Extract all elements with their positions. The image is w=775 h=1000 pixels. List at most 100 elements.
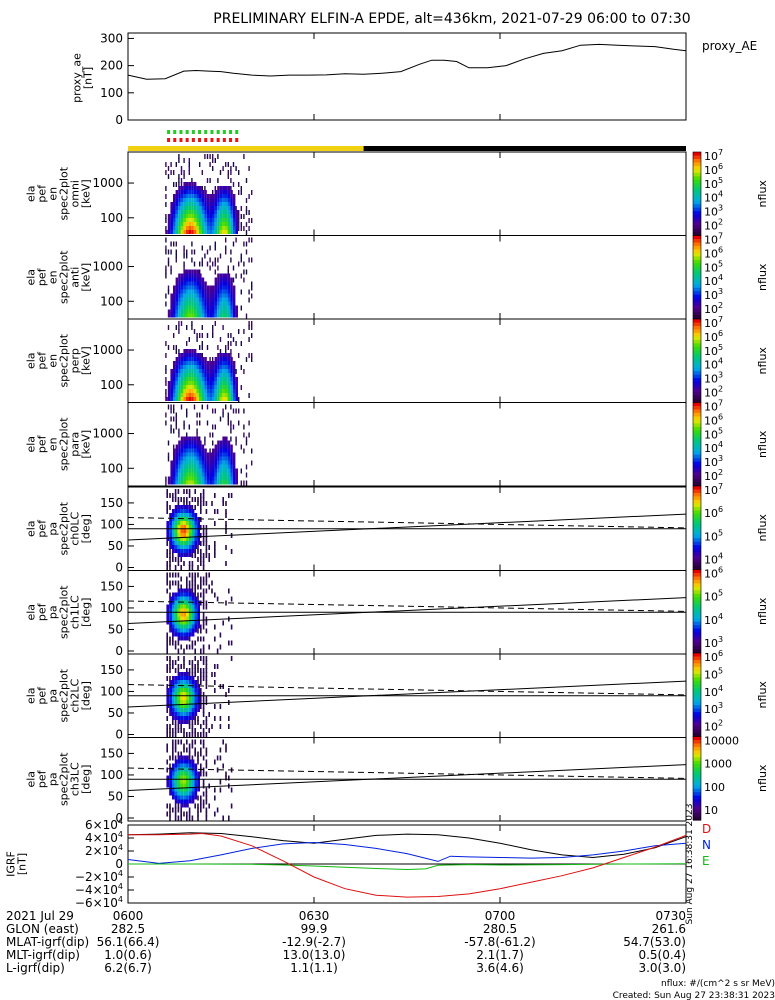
pa-cell (177, 537, 181, 541)
colorbar-step (693, 586, 701, 591)
spectrogram-cell (204, 214, 207, 218)
sparse-count-cell (243, 329, 245, 334)
sparse-count-cell (245, 222, 248, 227)
pa-sparse-cell (205, 501, 208, 506)
pa-cell (188, 533, 192, 537)
energy-panel-ylabel-line: pef (36, 267, 49, 286)
pa-cell (194, 692, 198, 696)
spectrogram-cell (178, 393, 181, 397)
energy-panel-ylabel-line: [keV] (80, 346, 93, 375)
colorbar-step (693, 249, 701, 254)
pa-sparse-cell (205, 807, 208, 813)
spectrogram-cell (230, 222, 233, 226)
pa-cell (186, 549, 189, 553)
sparse-count-cell (204, 253, 206, 259)
pa-sparse-cell (166, 648, 168, 654)
colorbar-step (693, 559, 701, 564)
spectrogram-cell (222, 369, 225, 373)
spectrogram-cell (201, 305, 205, 310)
pa-cell (191, 696, 195, 700)
spectrogram-cell (175, 309, 179, 314)
pa-sparse-cell (166, 684, 168, 689)
pa-sparse-cell (197, 592, 199, 598)
pa-cell (183, 696, 186, 700)
colorbar-tick-label: 105 (704, 259, 723, 274)
spectrogram-cell (178, 365, 181, 369)
pa-sparse-cell (214, 664, 216, 669)
pa-cell (166, 688, 170, 692)
spectrogram-cell (175, 361, 179, 365)
pa-cell (172, 513, 175, 517)
pa-cell (180, 704, 184, 708)
sparse-count-cell (243, 369, 245, 374)
spectrogram-cell (235, 393, 238, 397)
pa-cell (191, 592, 195, 597)
sparse-count-cell (243, 480, 245, 486)
spectrogram-cell (186, 277, 189, 282)
colorbar-tick-label: 106 (704, 566, 723, 581)
sparse-count-cell (248, 194, 250, 199)
pa-sparse-cell (197, 751, 199, 757)
spectrogram-cell (217, 289, 220, 294)
sparse-count-cell (165, 377, 167, 382)
pa-sparse-cell (197, 668, 199, 673)
pa-cell (183, 521, 186, 525)
pa-cell (183, 692, 186, 696)
sparse-count-cell (199, 345, 201, 350)
spectrogram-cell (173, 202, 176, 206)
pa-sparse-cell (197, 795, 199, 801)
spectrogram-cell (217, 448, 220, 453)
pa-cell (194, 787, 198, 792)
pa-cell (194, 521, 198, 525)
pa-cell (191, 608, 195, 613)
ephemeris-value: 6.2(6.7) (104, 961, 152, 975)
proxy-ae-line (127, 43, 687, 80)
spectrogram-cell (196, 226, 199, 230)
energy-panel-ylabel-line: en (47, 270, 60, 284)
pa-sparse-cell (166, 656, 168, 661)
pa-sparse-cell (225, 513, 227, 518)
spectrogram-cell (180, 468, 184, 473)
sparse-count-cell (240, 289, 242, 295)
pa-sparse-cell (191, 572, 194, 578)
pa-sparse-cell (202, 489, 205, 494)
y-tick-label: 1000 (92, 176, 123, 190)
spectrogram-cell (212, 381, 215, 385)
spectrogram-cell (206, 476, 210, 481)
spectrogram-cell (178, 186, 181, 190)
pa-cell (186, 771, 189, 776)
colorbar-step (693, 479, 701, 484)
pa-cell (188, 771, 192, 776)
colorbar-tick-label: 103 (704, 635, 723, 650)
pa-sparse-cell (169, 561, 171, 566)
pa-cell (186, 608, 189, 613)
spectrogram-cell (219, 222, 223, 226)
science-marker-bottom (210, 138, 214, 142)
pa-sparse-cell (177, 640, 180, 646)
spectrogram-cell (217, 456, 220, 461)
pa-sparse-cell (169, 636, 171, 642)
spectrogram-cell (230, 460, 233, 465)
pa-sparse-cell (166, 728, 168, 733)
pa-cell (177, 795, 181, 800)
pa-sparse-cell (214, 493, 216, 498)
pa-cell (183, 763, 186, 768)
colorbar-step (693, 437, 701, 442)
pa-sparse-cell (174, 660, 177, 665)
colorbar-step (693, 760, 701, 765)
spectrogram-cell (227, 186, 231, 190)
spectrogram-cell (214, 226, 218, 230)
colorbar-step (693, 183, 701, 188)
spectrogram-cell (204, 230, 207, 234)
colorbar-step (693, 468, 701, 473)
pa-sparse-cell (200, 505, 202, 510)
pa-cell (197, 708, 200, 712)
igrf-series-E (128, 863, 687, 871)
spectrogram-cell (180, 397, 184, 401)
spectrogram-cell (206, 206, 210, 210)
pa-cell (188, 783, 192, 788)
spectrogram-cell (217, 222, 220, 226)
pa-sparse-cell (166, 588, 168, 594)
ephemeris-value: 3.6(4.6) (476, 961, 524, 975)
